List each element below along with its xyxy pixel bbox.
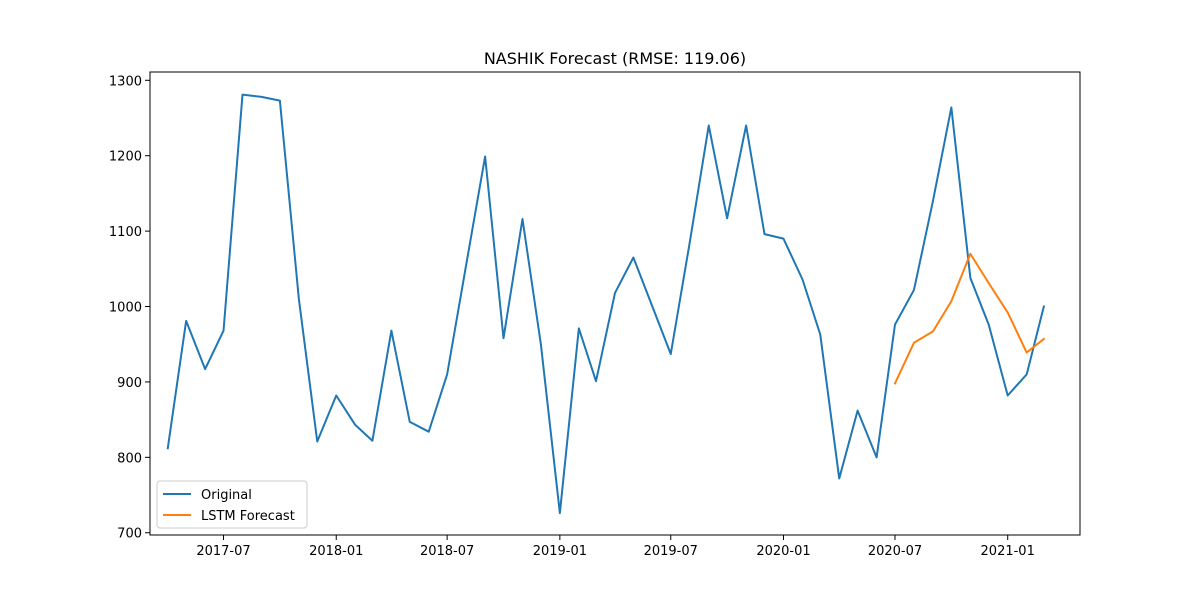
data-point [913,342,915,344]
data-point [745,125,747,127]
plot-area [166,93,1046,515]
data-point [390,330,392,332]
data-point [950,106,952,108]
data-point [371,440,373,442]
legend-box [156,480,308,529]
data-point [838,477,840,479]
y-tick-label: 1000 [109,301,142,316]
data-point [614,292,616,294]
y-tick-label: 900 [117,376,142,391]
data-point [894,382,896,384]
data-point [708,125,710,127]
data-point [782,238,784,240]
x-tick-label: 2018-07 [420,544,474,559]
x-tick-label: 2020-01 [756,544,810,559]
data-point [763,233,765,235]
x-tick-label: 2018-01 [309,544,363,559]
data-point [932,330,934,332]
data-point [876,456,878,458]
data-point [819,333,821,335]
data-point [428,431,430,433]
data-point [894,324,896,326]
x-tick-label: 2019-07 [644,544,698,559]
data-point [689,241,691,243]
data-point [484,155,486,157]
y-tick-label: 800 [117,451,142,466]
data-point [950,300,952,302]
data-point [1007,394,1009,396]
x-tick-label: 2017-07 [196,544,250,559]
y-tick-label: 1100 [109,225,142,240]
data-point [1043,306,1045,308]
series-line-original [166,93,1046,515]
data-point [651,306,653,308]
data-point [988,282,990,284]
data-point [185,320,187,322]
data-point [988,324,990,326]
y-tick-label: 700 [117,527,142,542]
data-point [335,394,337,396]
x-tick-label: 2019-01 [533,544,587,559]
axes-frame [149,71,1081,536]
data-point [167,447,169,449]
data-point [204,368,206,370]
data-point [801,278,803,280]
y-tick-label: 1300 [109,74,142,89]
data-point [1007,312,1009,314]
series-line-lstm-forecast [893,252,1046,385]
data-point [521,218,523,220]
data-point [726,217,728,219]
data-point [969,277,971,279]
data-point [223,330,225,332]
y-tick-label: 1200 [109,150,142,165]
legend-label: LSTM Forecast [201,509,295,524]
legend-label: Original [201,488,252,503]
data-point [540,343,542,345]
data-point [913,289,915,291]
data-point [316,440,318,442]
data-point [502,337,504,339]
data-point [354,424,356,426]
data-point [298,298,300,300]
data-point [446,373,448,375]
data-point [670,353,672,355]
data-point [261,96,263,98]
data-point [857,410,859,412]
data-point [1026,352,1028,354]
data-point [465,264,467,266]
data-point [409,421,411,423]
chart-title: NASHIK Forecast (RMSE: 119.06) [484,49,746,68]
data-point [242,94,244,96]
data-point [632,257,634,259]
data-point [279,100,281,102]
x-tick-label: 2020-07 [868,544,922,559]
data-point [578,327,580,329]
data-point [559,512,561,514]
x-tick-label: 2021-01 [981,544,1035,559]
data-point [969,253,971,255]
data-point [1026,373,1028,375]
data-point [1043,338,1045,340]
data-point [932,200,934,202]
legend: Original LSTM Forecast [156,480,308,529]
axes: 2017-07 2018-01 2018-07 2019-01 2019-07 2020-… [109,71,1081,559]
data-point [595,380,597,382]
